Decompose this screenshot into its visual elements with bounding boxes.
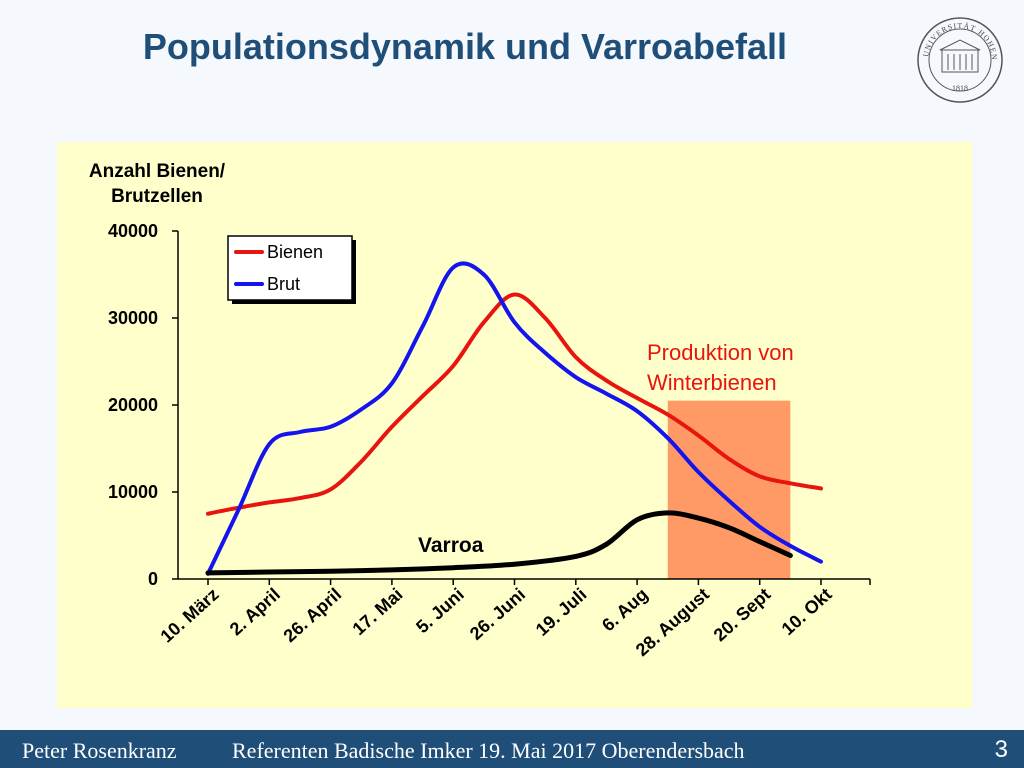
series-line-brut [206, 261, 823, 576]
series-line-varroa [205, 510, 793, 576]
varroa-annotation: Varroa [418, 534, 484, 557]
x-tick-label: 17. Mai [349, 584, 407, 639]
y-tick-label: 0 [148, 569, 158, 589]
footer-bar: Peter Rosenkranz Referenten Badische Imk… [0, 730, 1024, 768]
university-seal-icon: UNIVERSITÄT HOHENHEIM 1818 [916, 16, 1003, 103]
footer-author: Peter Rosenkranz [22, 738, 177, 763]
y-tick-label: 10000 [108, 482, 158, 502]
page-number: 3 [994, 736, 1008, 763]
legend-label-brut: Brut [267, 274, 300, 294]
x-tick-label: 26. Juni [466, 584, 529, 644]
legend-box [227, 235, 353, 301]
x-tick-label: 20. Sept [710, 584, 775, 645]
x-tick-label: 2. April [226, 584, 284, 639]
footer-event: Referenten Badische Imker 19. Mai 2017 O… [232, 738, 745, 763]
x-tick-label: 10. März [156, 584, 222, 646]
chart-panel [57, 142, 972, 708]
series-line-bienen [206, 292, 823, 516]
x-tick-label: 26. April [280, 584, 346, 646]
winterbienen-annotation: Produktion von [647, 340, 794, 365]
x-tick-label: 10. Okt [778, 584, 836, 639]
winterbienen-annotation: Winterbienen [647, 370, 777, 395]
x-tick-label: 19. Juli [532, 584, 591, 640]
seal-year: 1818 [952, 84, 968, 93]
x-tick-label: 6. Aug [598, 584, 652, 635]
y-tick-label: 20000 [108, 395, 158, 415]
y-axis-label: Anzahl Bienen/ [89, 161, 226, 182]
y-tick-label: 30000 [108, 308, 158, 328]
y-tick-label: 40000 [108, 221, 158, 241]
y-axis-label: Brutzellen [111, 186, 203, 207]
legend-label-bienen: Bienen [267, 242, 323, 262]
slide-title: Populationsdynamik und Varroabefall [142, 26, 788, 67]
x-tick-label: 5. Juni [412, 584, 468, 637]
